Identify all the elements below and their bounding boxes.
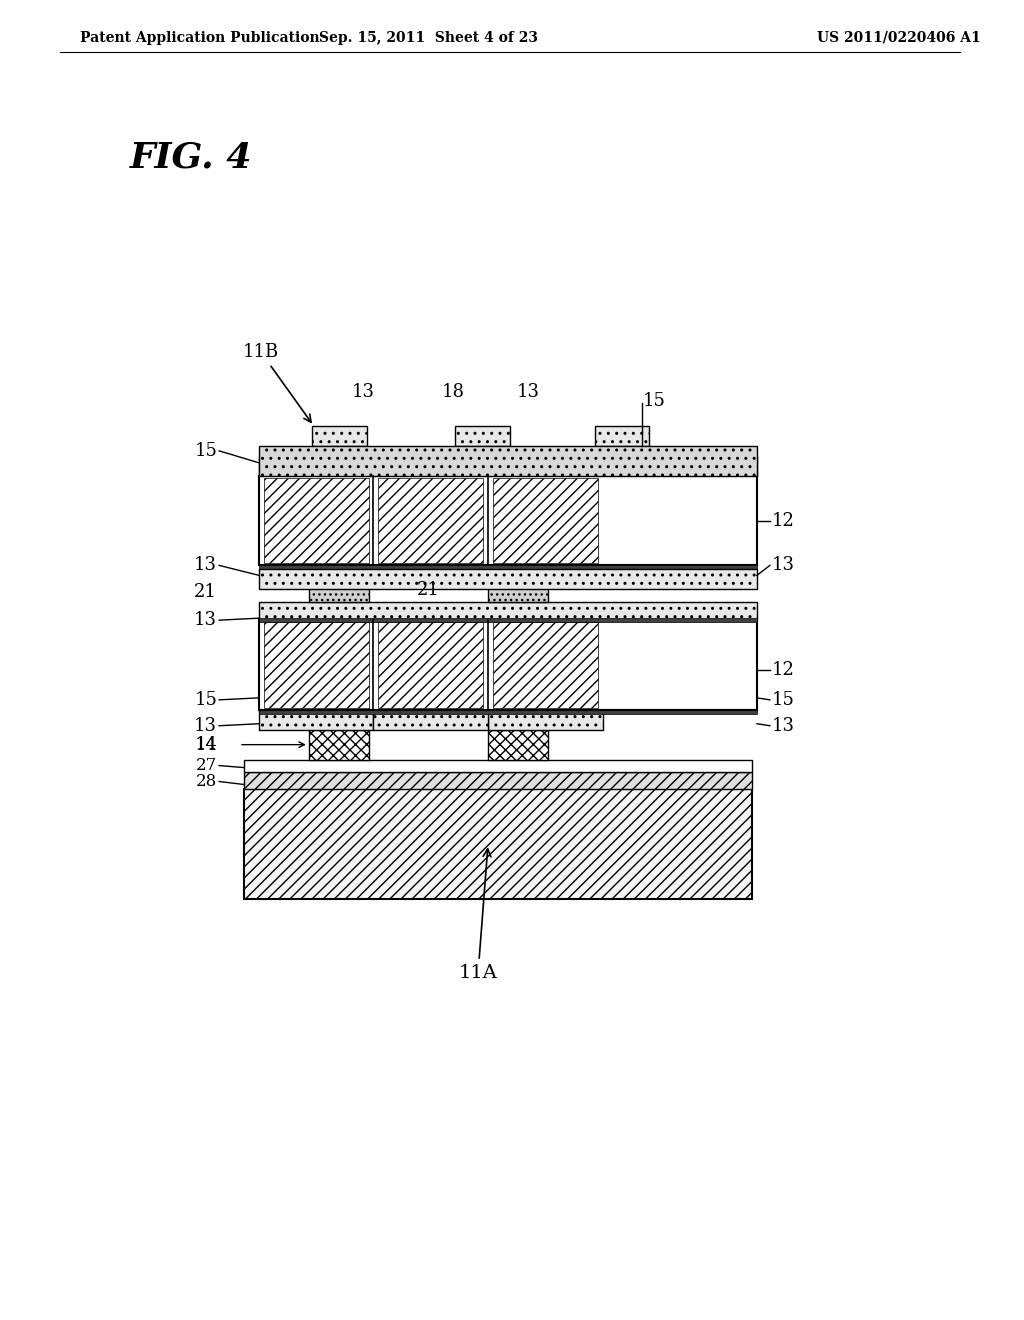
FancyBboxPatch shape xyxy=(264,622,369,708)
FancyBboxPatch shape xyxy=(264,478,369,564)
Text: 13: 13 xyxy=(516,383,540,401)
FancyBboxPatch shape xyxy=(379,622,483,708)
FancyBboxPatch shape xyxy=(455,426,510,446)
FancyBboxPatch shape xyxy=(493,622,598,708)
Text: 11B: 11B xyxy=(243,343,311,422)
Text: 21: 21 xyxy=(417,581,439,599)
FancyBboxPatch shape xyxy=(259,710,374,730)
FancyBboxPatch shape xyxy=(488,730,548,759)
FancyBboxPatch shape xyxy=(244,772,752,789)
Text: 27: 27 xyxy=(196,758,217,774)
FancyBboxPatch shape xyxy=(493,478,598,564)
FancyBboxPatch shape xyxy=(259,455,757,475)
FancyBboxPatch shape xyxy=(488,710,602,730)
Text: 13: 13 xyxy=(195,557,217,574)
Text: 13: 13 xyxy=(195,717,217,735)
Text: 15: 15 xyxy=(195,442,217,459)
Text: US 2011/0220406 A1: US 2011/0220406 A1 xyxy=(817,30,980,45)
Text: 28: 28 xyxy=(196,774,217,789)
FancyBboxPatch shape xyxy=(259,565,757,569)
FancyBboxPatch shape xyxy=(259,475,757,565)
FancyBboxPatch shape xyxy=(595,426,649,446)
FancyBboxPatch shape xyxy=(488,565,548,581)
FancyBboxPatch shape xyxy=(309,565,369,581)
FancyBboxPatch shape xyxy=(244,759,752,772)
Text: 13: 13 xyxy=(772,717,795,735)
FancyBboxPatch shape xyxy=(259,569,757,589)
Text: 13: 13 xyxy=(772,557,795,574)
FancyBboxPatch shape xyxy=(244,789,752,899)
Text: 11A: 11A xyxy=(459,849,498,982)
FancyBboxPatch shape xyxy=(259,446,757,475)
FancyBboxPatch shape xyxy=(379,478,483,564)
FancyBboxPatch shape xyxy=(259,710,757,714)
FancyBboxPatch shape xyxy=(259,618,757,622)
Text: 15: 15 xyxy=(642,392,666,411)
FancyBboxPatch shape xyxy=(259,602,757,620)
Text: 21: 21 xyxy=(195,583,217,602)
Text: 14: 14 xyxy=(195,735,217,754)
Text: 13: 13 xyxy=(352,383,375,401)
Text: Sep. 15, 2011  Sheet 4 of 23: Sep. 15, 2011 Sheet 4 of 23 xyxy=(318,30,538,45)
FancyBboxPatch shape xyxy=(309,730,369,759)
Text: 14: 14 xyxy=(196,737,217,754)
FancyBboxPatch shape xyxy=(259,620,757,710)
Text: Patent Application Publication: Patent Application Publication xyxy=(80,30,319,45)
Text: 15: 15 xyxy=(195,690,217,709)
Text: 18: 18 xyxy=(441,383,465,401)
FancyBboxPatch shape xyxy=(488,581,548,602)
Text: 12: 12 xyxy=(772,512,795,529)
Text: FIG. 4: FIG. 4 xyxy=(129,140,252,174)
FancyBboxPatch shape xyxy=(309,581,369,602)
Text: 12: 12 xyxy=(772,661,795,678)
FancyBboxPatch shape xyxy=(311,426,367,446)
Text: 13: 13 xyxy=(195,611,217,630)
FancyBboxPatch shape xyxy=(374,710,488,730)
FancyBboxPatch shape xyxy=(259,471,757,475)
Text: 15: 15 xyxy=(772,690,795,709)
